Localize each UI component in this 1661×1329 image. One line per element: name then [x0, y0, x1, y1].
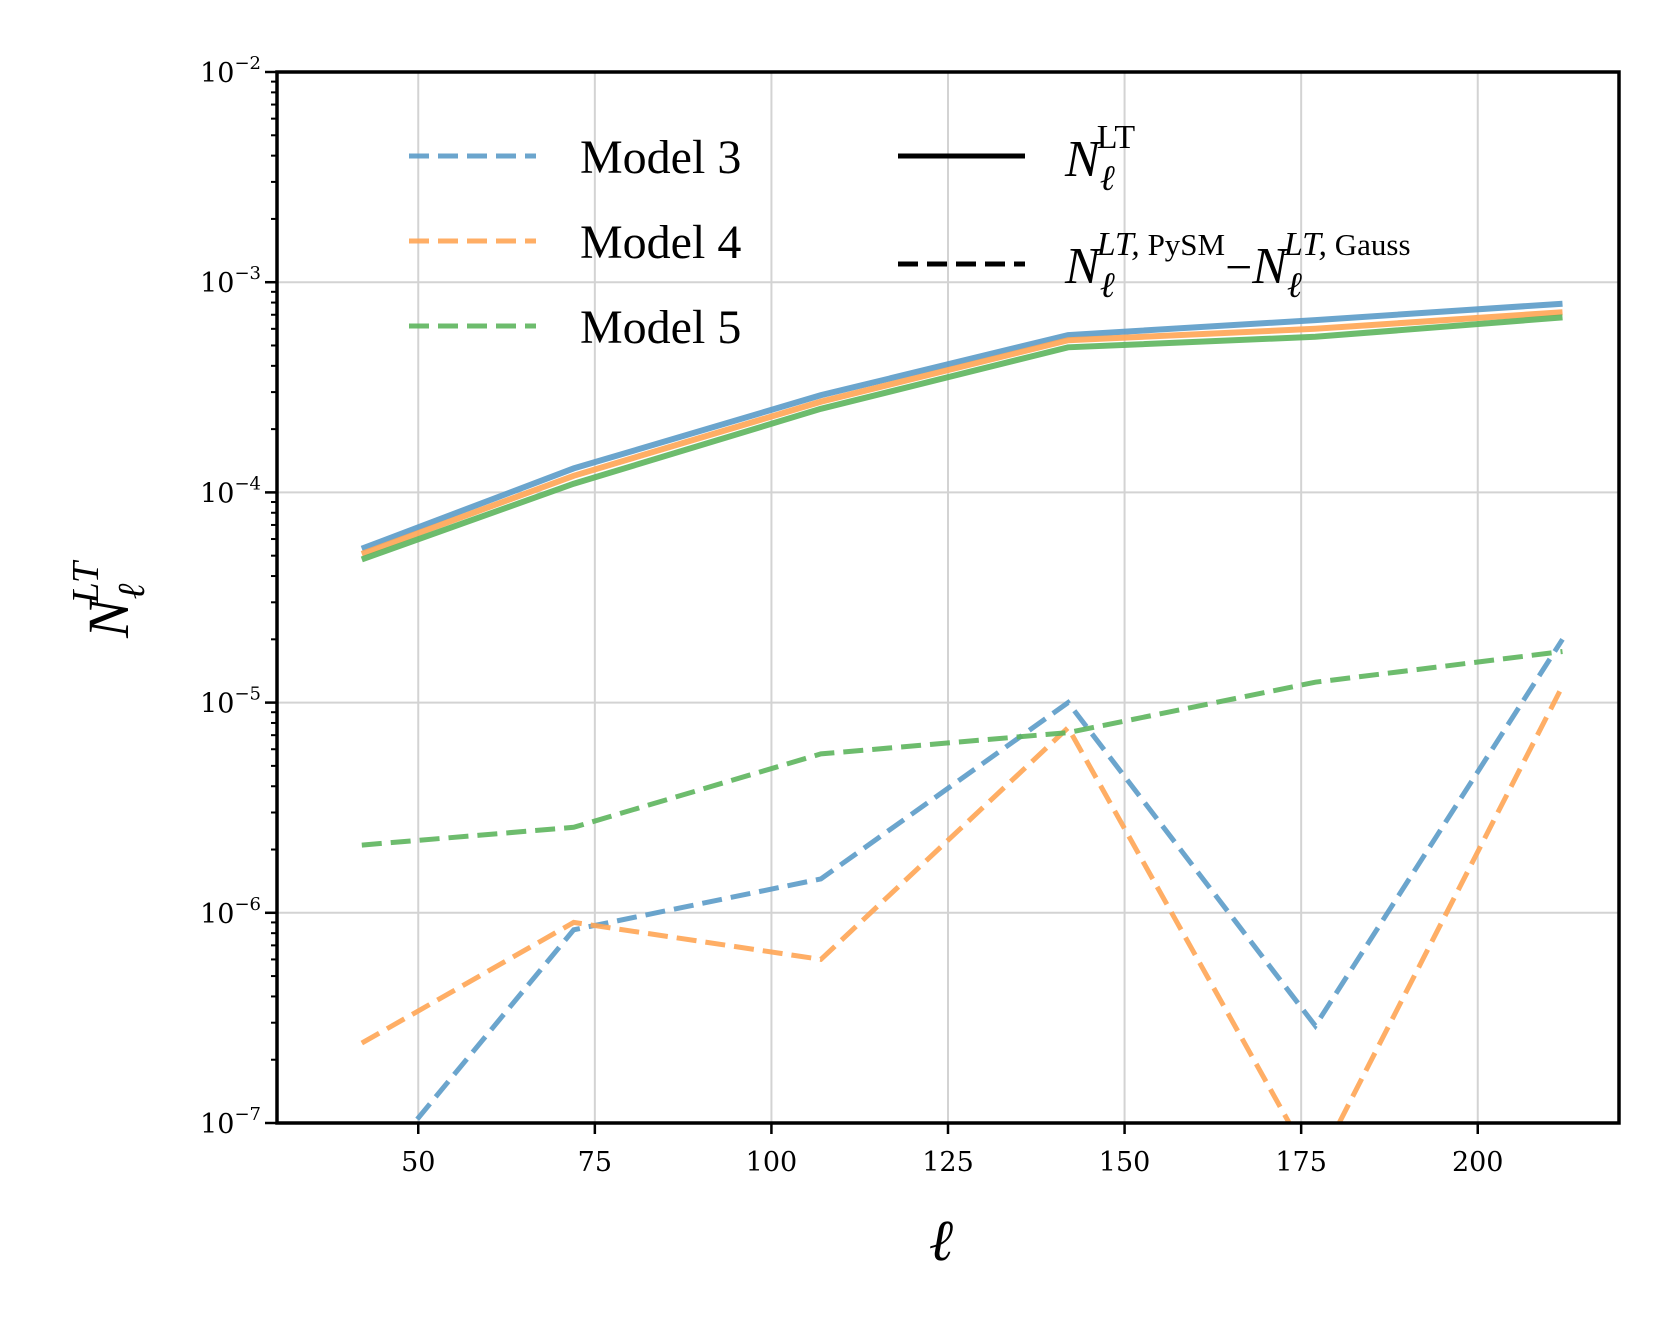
series-model-4-solid [360, 309, 1563, 557]
x-tick-label: 50 [401, 1147, 435, 1178]
x-tick-label: 125 [922, 1147, 974, 1178]
y-tick-label: 10−4 [200, 473, 261, 509]
legend-model-label: Model 5 [580, 301, 741, 354]
legend-solid-label: NℓLT [1064, 119, 1135, 198]
ticks: 50 75 100 125 150 175 200 10−7 10−6 10−5 10−4 10−3 1… [200, 53, 1503, 1178]
y-tick-label: 10−3 [200, 263, 261, 299]
y-tick-label: 10−2 [200, 53, 261, 89]
legend-models: Model 3 Model 4 Model 5 [409, 131, 741, 354]
series-model-5-solid [360, 314, 1563, 563]
x-axis-label: ℓ [929, 1208, 953, 1273]
y-tick-label: 10−6 [200, 894, 261, 930]
legend: Model 3 Model 4 Model 5 NℓLT NℓLT, PySM−Nℓ… [409, 119, 1411, 354]
y-tick-label: 10−7 [200, 1104, 261, 1140]
series-layer [360, 300, 1565, 1123]
legend-styles: NℓLT NℓLT, PySM−NℓLT, Gauss [898, 119, 1411, 305]
series-model-4-dashed [360, 684, 1565, 1123]
legend-model-label: Model 4 [580, 216, 741, 269]
x-tick-label: 200 [1452, 1147, 1504, 1178]
series-model-3-dashed [410, 637, 1565, 1123]
x-tick-label: 150 [1099, 1147, 1151, 1178]
x-tick-label: 75 [578, 1147, 612, 1178]
x-tick-label: 175 [1275, 1147, 1327, 1178]
svg-text:NℓLT: NℓLT [65, 559, 153, 639]
legend-dashed-label: NℓLT, PySM−NℓLT, Gauss [1064, 226, 1411, 305]
legend-model-label: Model 3 [580, 131, 741, 184]
grid [277, 72, 1619, 1123]
series-model-5-dashed [361, 649, 1563, 848]
y-tick-label: 10−5 [200, 684, 261, 720]
x-tick-label: 100 [746, 1147, 798, 1178]
series-model-3-solid [360, 300, 1563, 552]
y-axis-label: NℓLT [65, 559, 153, 639]
